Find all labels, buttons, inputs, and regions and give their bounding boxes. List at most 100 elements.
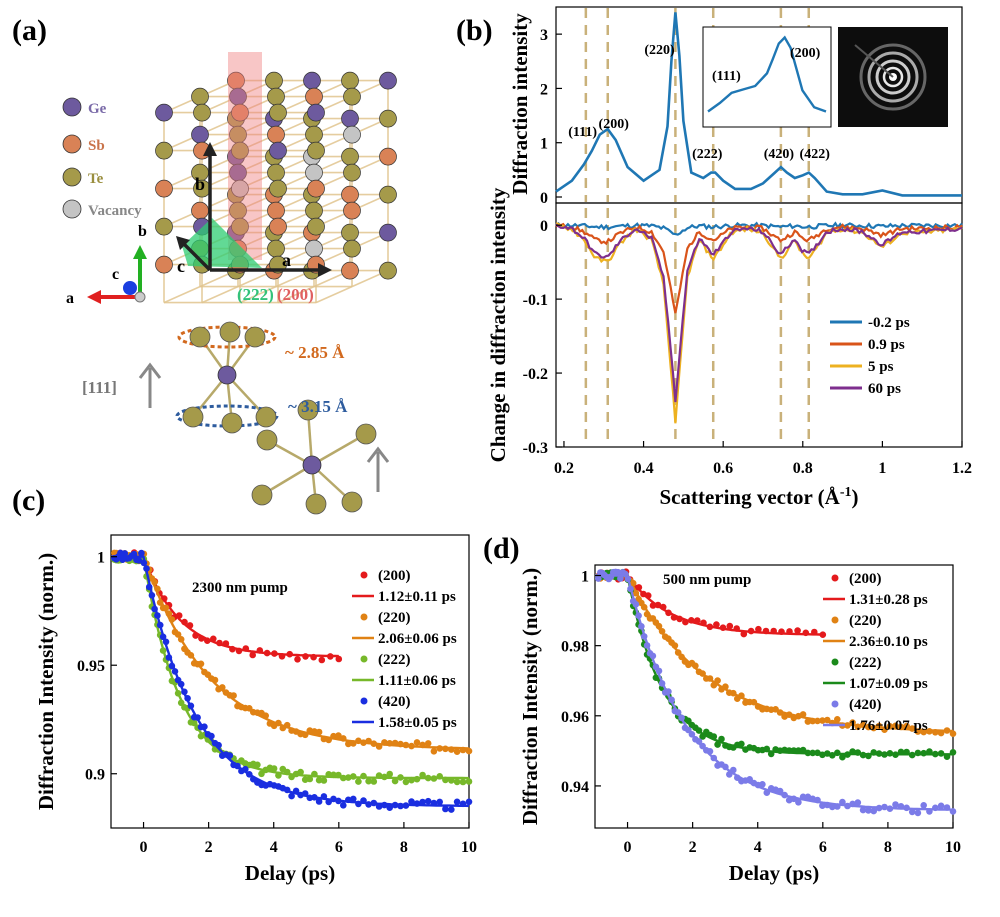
- data-point-3: [340, 802, 347, 809]
- x-tick-label: 0.4: [634, 460, 654, 477]
- data-point-3: [121, 550, 129, 557]
- te-atom: [256, 429, 278, 451]
- lattice-atom: [307, 179, 325, 198]
- lattice-atom: [343, 87, 361, 106]
- b-bottom-y-axis-title: Change in diffraction intensity: [486, 187, 510, 462]
- lattice-atom: [231, 179, 249, 198]
- lattice-atom: [231, 103, 249, 122]
- legend-marker: [831, 700, 839, 708]
- x-tick-label: 6: [819, 839, 827, 856]
- x-axis-title: Delay (ps): [245, 861, 335, 885]
- panel-c-label: (c): [12, 484, 45, 517]
- lattice-atom: [343, 125, 361, 144]
- y-tick-label: -0.1: [523, 292, 548, 309]
- data-point-0: [318, 656, 326, 664]
- data-point-2: [839, 753, 846, 761]
- data-point-3: [288, 792, 295, 800]
- sb-atom-icon: [62, 134, 82, 154]
- pump-annotation: 2300 nm pump: [192, 580, 288, 596]
- data-point-2: [402, 778, 410, 786]
- te-atom: [305, 493, 327, 515]
- data-point-3: [453, 798, 461, 806]
- data-point-3: [442, 805, 449, 813]
- data-point-3: [350, 795, 357, 803]
- data-point-3: [937, 802, 945, 810]
- data-point-1: [430, 748, 438, 755]
- lattice-atom: [307, 103, 325, 122]
- triad-b-arrowhead: [133, 245, 147, 259]
- lattice-atom: [267, 163, 285, 182]
- plane-200: [228, 52, 262, 260]
- y-tick-label: 0.98: [561, 639, 589, 656]
- data-point-3: [614, 568, 622, 576]
- legend-reflection: (200): [378, 568, 411, 584]
- series-line-1: [555, 222, 963, 314]
- c-plot: 0 2 4 6 8 10 1 0.95 0.9 2300 nm pump (200) 1.12±0.1…: [34, 549, 477, 885]
- y-axis-title: Diffraction Intensity (norm.): [518, 568, 542, 825]
- data-point-3: [419, 798, 426, 806]
- data-point-2: [799, 746, 807, 754]
- lattice-atom: [269, 217, 287, 236]
- panel-a: (a) Ge Sb Te Vacancy b a c: [12, 14, 397, 515]
- d-plot: 0 2 4 6 8 10 1 0.98 0.96 0.94 500 nm pump (200) 1.31…: [518, 568, 961, 885]
- lattice-atom: [231, 217, 249, 236]
- data-point-1: [453, 748, 461, 755]
- data-point-2: [738, 740, 745, 748]
- b-inset-frame: [702, 26, 832, 128]
- lattice-atom: [307, 217, 325, 236]
- te-atom: [255, 406, 277, 428]
- b-x-axis-title: Scattering vector (Å-1): [659, 485, 858, 509]
- axis-triad: b c a: [66, 223, 147, 307]
- lattice-atom: [193, 103, 211, 122]
- legend-fit: 1.58±0.05 ps: [378, 715, 457, 731]
- lattice-atom: [379, 71, 397, 90]
- lattice-atom: [267, 87, 285, 106]
- y-tick-label: 0: [540, 190, 548, 207]
- y-tick-label: 0.96: [561, 709, 589, 726]
- data-point-3: [859, 806, 867, 814]
- lattice-atom: [269, 103, 287, 122]
- ge-atom: [217, 365, 237, 385]
- series-line-3: [555, 223, 963, 403]
- te-atom: [189, 326, 211, 348]
- data-point-2: [258, 770, 265, 778]
- b-vector-arrowhead: [203, 142, 217, 156]
- legend-ge: Ge: [88, 101, 107, 117]
- c-vector-arrowhead: [176, 236, 190, 250]
- lattice-atom: [155, 179, 173, 198]
- lattice-atom: [305, 163, 323, 182]
- lattice-atom: [341, 223, 359, 242]
- c-vector-arrow: [182, 242, 212, 272]
- ge-atom-icon: [62, 97, 82, 117]
- direction-arrowhead-2: [366, 446, 390, 463]
- legend-marker: [831, 658, 839, 666]
- legend-fit: 2.36±0.10 ps: [849, 634, 928, 650]
- data-point-1: [834, 716, 841, 723]
- panel-c: (c) 0 2 4 6 8 10 1 0.95 0.9 2300 nm pump (200) 1.12…: [12, 484, 477, 885]
- inset-profile-line: [707, 35, 827, 113]
- inset-label-200: (200): [790, 46, 821, 61]
- y-tick-label: 1: [581, 569, 589, 586]
- x-tick-label: 0: [624, 839, 632, 856]
- triad-a-label: a: [66, 290, 74, 307]
- b-inset-plot: (111) (200): [707, 35, 827, 113]
- data-point-0: [794, 627, 801, 634]
- reflection-label: (200): [599, 117, 630, 132]
- direction-label: [111]: [82, 378, 117, 397]
- lattice-atom: [265, 71, 283, 90]
- ge-atom: [302, 455, 322, 475]
- legend-fit: 1.11±0.06 ps: [378, 673, 456, 689]
- reflection-label: (422): [800, 147, 831, 162]
- x-tick-label: 0.6: [713, 460, 733, 477]
- y-tick-label: 0.9: [85, 767, 105, 784]
- lattice-atom: [341, 261, 359, 280]
- data-point-1: [413, 739, 421, 746]
- data-point-2: [386, 770, 394, 778]
- lattice-atom: [341, 185, 359, 204]
- triad-b-label: b: [138, 223, 147, 240]
- fit-line-3: [595, 574, 954, 811]
- y-axis-title: Diffraction Intensity (norm.): [34, 553, 58, 810]
- lattice-vectors: b a c: [176, 142, 332, 277]
- x-tick-label: 8: [400, 839, 408, 856]
- legend-label: 60 ps: [868, 381, 901, 397]
